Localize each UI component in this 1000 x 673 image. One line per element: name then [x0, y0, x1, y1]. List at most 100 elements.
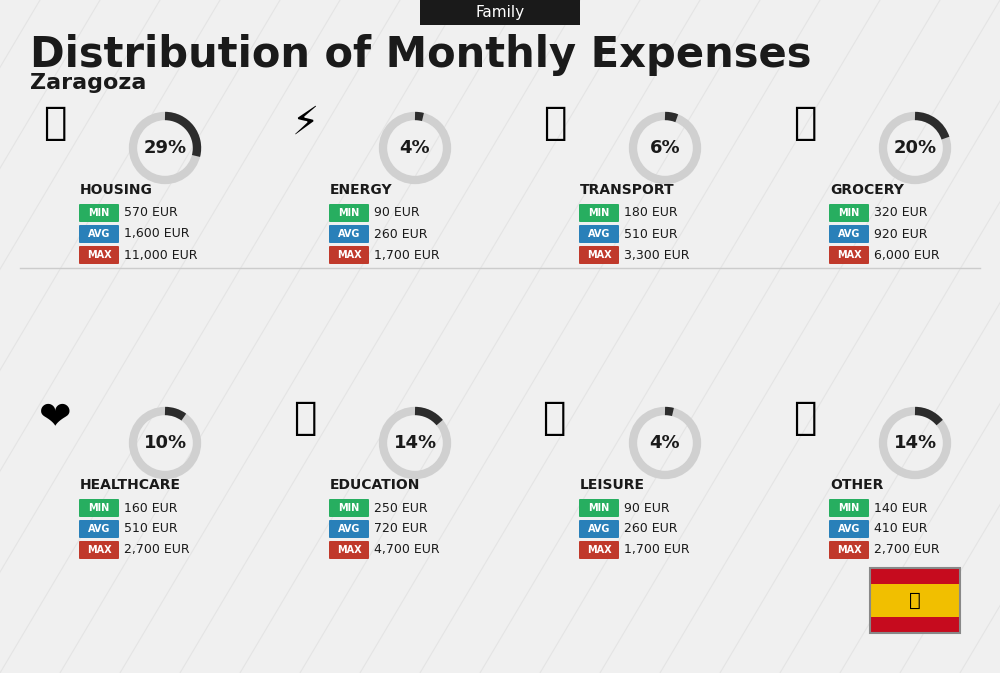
FancyBboxPatch shape	[829, 520, 869, 538]
Text: MAX: MAX	[587, 250, 611, 260]
Text: 29%: 29%	[143, 139, 187, 157]
Text: 1,700 EUR: 1,700 EUR	[374, 248, 440, 262]
FancyBboxPatch shape	[329, 246, 369, 264]
Text: 4%: 4%	[400, 139, 430, 157]
Text: 1,600 EUR: 1,600 EUR	[124, 227, 190, 240]
Text: MIN: MIN	[338, 503, 360, 513]
FancyBboxPatch shape	[79, 225, 119, 243]
Text: MIN: MIN	[88, 503, 110, 513]
Text: 1,700 EUR: 1,700 EUR	[624, 544, 690, 557]
Text: 🏢: 🏢	[43, 104, 67, 142]
Text: Distribution of Monthly Expenses: Distribution of Monthly Expenses	[30, 34, 812, 76]
Text: Family: Family	[475, 5, 525, 20]
Text: MAX: MAX	[337, 250, 361, 260]
Text: Zaragoza: Zaragoza	[30, 73, 146, 93]
Text: EDUCATION: EDUCATION	[330, 478, 420, 492]
Text: AVG: AVG	[338, 524, 360, 534]
Text: 3,300 EUR: 3,300 EUR	[624, 248, 690, 262]
Text: 260 EUR: 260 EUR	[374, 227, 428, 240]
Text: 🛒: 🛒	[793, 104, 817, 142]
FancyBboxPatch shape	[79, 499, 119, 517]
Text: ENERGY: ENERGY	[330, 183, 393, 197]
Text: 6%: 6%	[650, 139, 680, 157]
FancyBboxPatch shape	[829, 541, 869, 559]
FancyBboxPatch shape	[579, 499, 619, 517]
Text: 180 EUR: 180 EUR	[624, 207, 678, 219]
FancyBboxPatch shape	[579, 204, 619, 222]
Text: MAX: MAX	[87, 545, 111, 555]
Text: 160 EUR: 160 EUR	[124, 501, 178, 514]
Text: AVG: AVG	[838, 524, 860, 534]
FancyBboxPatch shape	[79, 520, 119, 538]
FancyBboxPatch shape	[870, 584, 960, 616]
FancyBboxPatch shape	[329, 499, 369, 517]
Text: ❤️: ❤️	[39, 399, 71, 437]
FancyBboxPatch shape	[870, 568, 960, 584]
FancyBboxPatch shape	[579, 246, 619, 264]
Text: MIN: MIN	[338, 208, 360, 218]
Text: 14%: 14%	[893, 434, 937, 452]
FancyBboxPatch shape	[829, 499, 869, 517]
Text: MAX: MAX	[87, 250, 111, 260]
Text: 2,700 EUR: 2,700 EUR	[874, 544, 940, 557]
Text: MAX: MAX	[837, 545, 861, 555]
Text: TRANSPORT: TRANSPORT	[580, 183, 675, 197]
Text: MAX: MAX	[587, 545, 611, 555]
Text: ⚡: ⚡	[291, 104, 319, 142]
Text: LEISURE: LEISURE	[580, 478, 645, 492]
Text: GROCERY: GROCERY	[830, 183, 904, 197]
Text: 320 EUR: 320 EUR	[874, 207, 928, 219]
FancyBboxPatch shape	[829, 204, 869, 222]
Text: AVG: AVG	[88, 229, 110, 239]
Text: 90 EUR: 90 EUR	[374, 207, 420, 219]
FancyBboxPatch shape	[79, 204, 119, 222]
Text: 920 EUR: 920 EUR	[874, 227, 928, 240]
FancyBboxPatch shape	[79, 541, 119, 559]
Text: 260 EUR: 260 EUR	[624, 522, 678, 536]
Text: MIN: MIN	[88, 208, 110, 218]
Text: 🛡: 🛡	[909, 591, 921, 610]
Text: HOUSING: HOUSING	[80, 183, 153, 197]
FancyBboxPatch shape	[829, 225, 869, 243]
Text: 4%: 4%	[650, 434, 680, 452]
FancyBboxPatch shape	[329, 541, 369, 559]
FancyBboxPatch shape	[579, 225, 619, 243]
Text: 10%: 10%	[143, 434, 187, 452]
Text: 2,700 EUR: 2,700 EUR	[124, 544, 190, 557]
Text: 510 EUR: 510 EUR	[624, 227, 678, 240]
Text: 6,000 EUR: 6,000 EUR	[874, 248, 940, 262]
Text: 570 EUR: 570 EUR	[124, 207, 178, 219]
FancyBboxPatch shape	[579, 541, 619, 559]
Text: 90 EUR: 90 EUR	[624, 501, 670, 514]
FancyBboxPatch shape	[579, 520, 619, 538]
Text: 140 EUR: 140 EUR	[874, 501, 928, 514]
FancyBboxPatch shape	[870, 616, 960, 633]
Text: AVG: AVG	[588, 229, 610, 239]
Text: 🎓: 🎓	[293, 399, 317, 437]
FancyBboxPatch shape	[829, 246, 869, 264]
Text: 14%: 14%	[393, 434, 437, 452]
Text: MIN: MIN	[838, 503, 860, 513]
Text: AVG: AVG	[838, 229, 860, 239]
Text: MIN: MIN	[588, 208, 610, 218]
Text: AVG: AVG	[588, 524, 610, 534]
Text: MAX: MAX	[337, 545, 361, 555]
Text: MAX: MAX	[837, 250, 861, 260]
Text: MIN: MIN	[588, 503, 610, 513]
Text: MIN: MIN	[838, 208, 860, 218]
Text: 4,700 EUR: 4,700 EUR	[374, 544, 440, 557]
Text: OTHER: OTHER	[830, 478, 883, 492]
Text: 🚌: 🚌	[543, 104, 567, 142]
FancyBboxPatch shape	[329, 204, 369, 222]
Text: 👜: 👜	[793, 399, 817, 437]
Text: HEALTHCARE: HEALTHCARE	[80, 478, 181, 492]
FancyBboxPatch shape	[329, 225, 369, 243]
Text: 510 EUR: 510 EUR	[124, 522, 178, 536]
FancyBboxPatch shape	[329, 520, 369, 538]
Text: AVG: AVG	[88, 524, 110, 534]
FancyBboxPatch shape	[420, 0, 580, 25]
Text: 20%: 20%	[893, 139, 937, 157]
FancyBboxPatch shape	[79, 246, 119, 264]
Text: 🛍️: 🛍️	[543, 399, 567, 437]
Text: 250 EUR: 250 EUR	[374, 501, 428, 514]
